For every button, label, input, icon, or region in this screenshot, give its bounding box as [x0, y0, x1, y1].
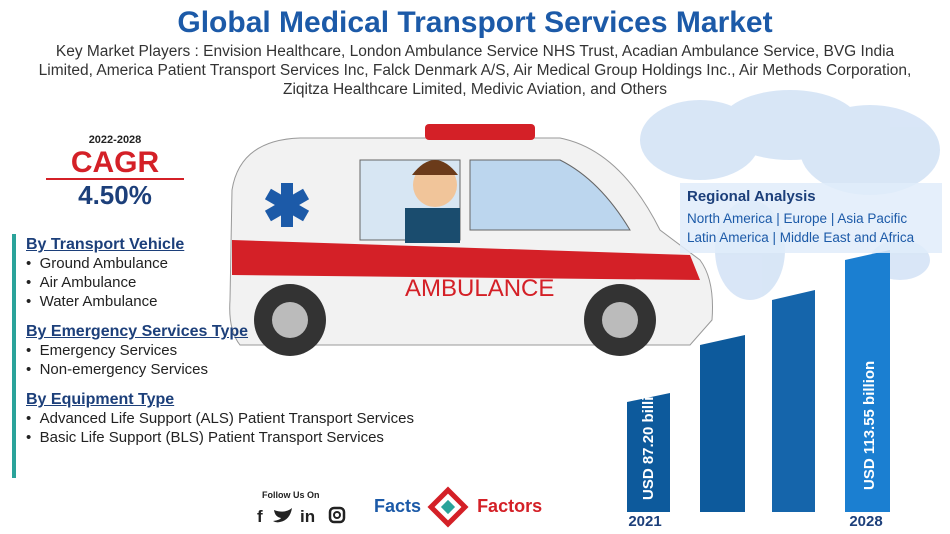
twitter-icon[interactable] — [273, 508, 292, 523]
segment-title-text: By Transport Vehicle — [26, 236, 185, 253]
title: Global Medical Transport Services Market — [177, 6, 773, 39]
brand-left: Facts — [374, 496, 422, 516]
year-label: 2021 — [628, 513, 661, 530]
segment-item: • Air Ambulance — [26, 274, 137, 291]
cagr-value: 4.50% — [78, 180, 152, 210]
segment-item: • Basic Life Support (BLS) Patient Trans… — [26, 429, 384, 446]
segment-title: By Equipment Type — [26, 391, 414, 409]
bar — [627, 393, 670, 512]
regional-line: North America | Europe | Asia Pacific — [687, 211, 908, 226]
brand-right: Factors — [477, 496, 543, 516]
segment-item-text: Air Ambulance — [39, 274, 137, 291]
regional-analysis: Regional Analysis North America | Europe… — [680, 183, 942, 253]
cagr-period: 2022-2028 — [88, 134, 142, 146]
segment-item: • Non-emergency Services — [26, 361, 208, 378]
segment-title-text: By Emergency Services Type — [26, 323, 249, 340]
linkedin-icon[interactable]: in — [300, 507, 315, 526]
segment-title: By Emergency Services Type — [26, 323, 414, 341]
bar-label: USD 113.55 billion — [861, 361, 878, 490]
instagram-icon[interactable] — [328, 506, 346, 524]
segment-title-text: By Equipment Type — [26, 391, 175, 408]
bar — [700, 335, 745, 512]
cagr-block: 2022-2028 CAGR 4.50% — [40, 134, 190, 211]
segment-item: • Advanced Life Support (ALS) Patient Tr… — [26, 410, 414, 427]
segment-title: By Transport Vehicle — [26, 236, 414, 254]
segment-item: • Emergency Services — [26, 342, 178, 359]
follow-label: Follow Us On — [262, 490, 320, 500]
segment-item: • Water Ambulance — [26, 293, 158, 310]
segment-item-text: Non-emergency Services — [39, 361, 208, 378]
ambulance-text: AMBULANCE — [405, 275, 554, 302]
bar — [845, 250, 890, 512]
bar-label: USD 87.20 billion — [640, 378, 657, 500]
segments: By Transport Vehicle • Ground Ambulance • … — [12, 234, 414, 478]
year-label: 2028 — [849, 513, 882, 530]
segment-item: • Ground Ambulance — [26, 255, 169, 272]
ambulance-illustration: AMBULANCE — [229, 124, 713, 356]
segment-item-text: Advanced Life Support (ALS) Patient Tran… — [39, 410, 414, 427]
segment-item-text: Emergency Services — [39, 342, 178, 359]
cagr-label: CAGR — [46, 148, 184, 180]
segment-item-text: Ground Ambulance — [39, 255, 169, 272]
growth-bars: USD 87.20 billion USD 113.55 billion 202… — [627, 250, 890, 530]
segment-item-text: Basic Life Support (BLS) Patient Transpo… — [39, 429, 384, 446]
logo-mark — [427, 486, 469, 528]
social-icons: f in — [257, 506, 346, 526]
regional-title: Regional Analysis — [687, 188, 816, 205]
brand: Facts Factors — [374, 496, 542, 517]
bar — [772, 290, 815, 512]
segment-item-text: Water Ambulance — [39, 293, 158, 310]
facebook-icon[interactable]: f — [257, 507, 263, 526]
subtitle: Key Market Players : Envision Healthcare… — [38, 43, 912, 98]
regional-line: Latin America | Middle East and Africa — [687, 230, 915, 245]
